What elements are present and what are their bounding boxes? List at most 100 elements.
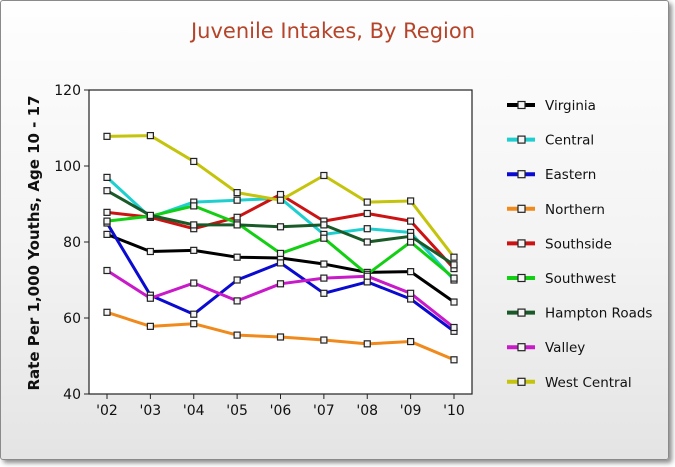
legend-item: Southwest <box>507 271 616 287</box>
x-tick-label: '06 <box>270 403 292 419</box>
data-point <box>146 247 154 256</box>
data-point <box>407 295 415 303</box>
data-point <box>233 276 241 284</box>
legend-marker <box>517 377 526 386</box>
data-point <box>190 157 198 166</box>
series-layer <box>103 132 458 364</box>
data-point <box>190 279 198 287</box>
series-northern <box>103 308 458 364</box>
series-valley <box>103 266 458 332</box>
x-tick-label: '07 <box>313 403 335 419</box>
data-point <box>190 246 198 254</box>
legend-marker <box>517 239 526 248</box>
data-point <box>233 331 241 339</box>
x-tick-label: '09 <box>400 403 422 419</box>
legend-item: West Central <box>507 375 632 391</box>
y-tick-label: 100 <box>54 159 81 175</box>
data-point <box>103 266 111 275</box>
legend-marker <box>517 204 526 213</box>
legend-item: Northern <box>507 202 605 218</box>
data-point <box>450 323 458 332</box>
chart-title: Juvenile Intakes, By Region <box>189 19 475 43</box>
data-point <box>407 268 415 276</box>
x-tick-label: '05 <box>226 403 248 419</box>
y-axis: 40 60 80 100 120 <box>54 83 89 403</box>
data-point <box>276 249 285 257</box>
data-point <box>450 274 458 282</box>
legend-marker <box>517 135 526 144</box>
data-point <box>146 132 154 140</box>
legend-label: Southside <box>545 236 612 252</box>
y-tick-label: 120 <box>54 83 81 99</box>
data-point <box>233 253 241 261</box>
legend-marker <box>517 343 526 352</box>
legend-label: Central <box>545 133 594 149</box>
data-point <box>103 208 111 216</box>
data-point <box>103 187 111 195</box>
legend-item: Eastern <box>507 167 596 183</box>
data-point <box>320 336 328 344</box>
data-point <box>450 253 458 261</box>
data-point <box>146 211 154 219</box>
data-point <box>190 202 198 210</box>
data-point <box>276 223 285 231</box>
data-point <box>276 196 285 204</box>
data-point <box>450 261 458 269</box>
data-point <box>363 238 371 246</box>
x-axis: '02 '03 '04 '05 '06 '07 '08 '09 '10 <box>96 394 465 419</box>
data-point <box>276 259 285 267</box>
series-southside <box>103 190 458 273</box>
x-tick-label: '08 <box>356 403 378 419</box>
x-tick-label: '10 <box>443 403 465 419</box>
series-eastern <box>103 219 458 335</box>
data-point <box>363 209 371 218</box>
data-point <box>276 280 285 288</box>
data-point <box>103 217 111 225</box>
data-point <box>103 173 111 181</box>
chart-frame: Juvenile Intakes, By Region Rate Per 1,0… <box>0 0 669 460</box>
x-tick-label: '04 <box>183 403 205 419</box>
data-point <box>407 232 415 240</box>
y-tick-label: 80 <box>63 235 81 251</box>
legend-marker <box>517 100 526 110</box>
y-axis-label: Rate Per 1,000 Youths, Age 10 - 17 <box>25 95 43 390</box>
data-point <box>320 221 328 229</box>
legend-label: Eastern <box>545 167 596 183</box>
data-point <box>146 294 154 302</box>
data-point <box>363 198 371 206</box>
legend-label: Northern <box>545 202 605 218</box>
data-point <box>450 356 458 364</box>
data-point <box>276 333 285 341</box>
data-point <box>103 132 111 140</box>
data-point <box>450 298 458 306</box>
legend-item: Virginia <box>507 98 596 114</box>
legend-marker <box>517 273 526 283</box>
series-hampton-roads <box>103 187 458 269</box>
data-point <box>363 340 371 348</box>
legend-item: Central <box>507 133 594 149</box>
legend-item: Valley <box>507 340 585 356</box>
legend-marker <box>517 170 526 179</box>
legend-label: West Central <box>545 375 632 391</box>
data-point <box>320 234 328 242</box>
data-point <box>233 221 241 229</box>
series-west-central <box>103 132 458 261</box>
legend-item: Southside <box>507 236 612 252</box>
data-point <box>233 297 241 305</box>
legend: Virginia Central Eastern Northern Southside S… <box>507 98 652 391</box>
data-point <box>320 260 328 268</box>
data-point <box>363 225 371 233</box>
legend-label: Valley <box>545 340 585 356</box>
legend-label: Virginia <box>545 98 596 114</box>
legend-label: Southwest <box>545 271 616 287</box>
data-point <box>190 310 198 318</box>
data-point <box>320 171 328 180</box>
data-point <box>233 196 241 204</box>
data-point <box>103 230 111 238</box>
x-tick-label: '02 <box>96 403 118 419</box>
data-point <box>320 274 328 282</box>
data-point <box>363 272 371 280</box>
data-point <box>190 320 198 328</box>
data-point <box>407 217 415 225</box>
